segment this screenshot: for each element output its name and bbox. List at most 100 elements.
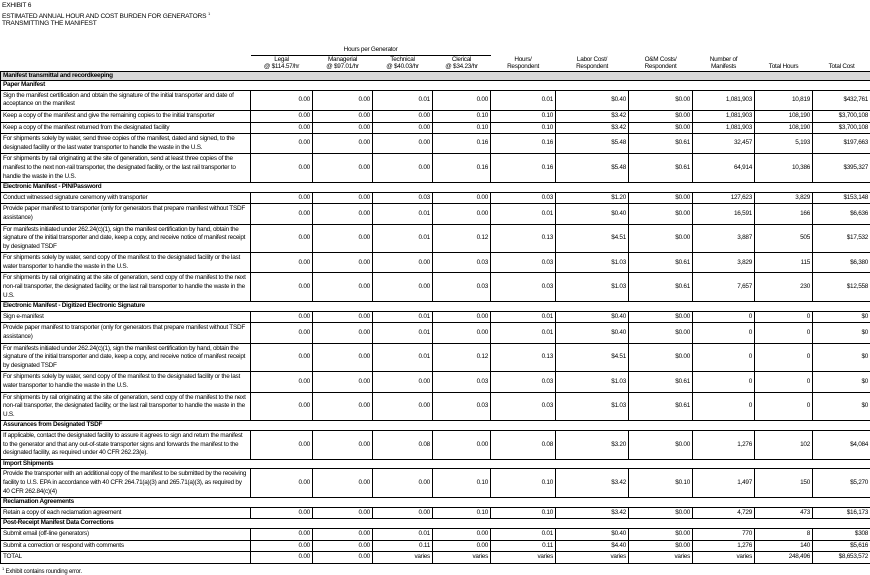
cell-value: 0.00 [250,342,313,373]
cell-value: 166 [754,203,814,225]
cell-value: varies [555,551,630,564]
cell-value: 0.00 [312,310,373,324]
cell-value: 473 [754,506,814,520]
cell-value: 0.00 [312,506,373,520]
cell-value: 248,496 [754,551,814,564]
cell-value: $0.00 [628,342,694,373]
cell-value: 0.00 [312,109,373,123]
cell-value: 0.00 [312,539,373,553]
activity-description: For shipments by rail originating at the… [0,272,251,303]
cell-value: 140 [754,539,814,553]
column-header: Labor Cost/Respondent [556,55,629,71]
cell-value: $0 [812,310,870,324]
cell-value: 0.00 [250,310,313,324]
cell-value: $1.20 [555,191,630,205]
cell-value: 0.00 [431,322,492,344]
cell-value: 150 [754,468,814,499]
section-label: Manifest transmittal and recordkeeping [0,70,870,82]
column-header: Legal @ $114.57/hr [251,55,313,71]
table-row: Sign e-manifest 0.00 0.00 0.01 0.00 0.01 $0.40… [0,310,870,324]
group-header-row: Hours per Generator [1,46,870,56]
section-label: Assurances from Designated TSDF [0,420,870,431]
activity-description: TOTAL [0,551,251,564]
section-label: Post-Receipt Manifest Data Corrections [0,518,870,529]
subsection-header-row: Post-Receipt Manifest Data Corrections [0,518,870,529]
cell-value: 0.00 [312,203,373,225]
table-row: Keep a copy of the manifest and give the… [0,109,870,123]
cell-value: 16,591 [692,203,756,225]
cell-value: $0 [812,342,870,373]
table-row: For manifests initiated under 262.24(c)(… [0,342,870,373]
cell-value: 0.00 [250,551,313,564]
cell-value: $0.00 [628,322,694,344]
column-header-line2: @ $114.57/hr [263,63,300,71]
activity-description: Provide paper manifest to transporter (o… [0,322,251,344]
column-header-line1: Number of [709,55,738,63]
column-header-line1: Technical [390,55,415,63]
cell-value: 0.00 [372,371,433,393]
cell-value: 0.00 [250,371,313,393]
column-header-line1 [757,56,811,64]
cell-value: $3.42 [555,506,630,520]
section-label: Import Shipments [0,458,870,470]
cell-value: 1,276 [692,539,756,553]
column-header-line1: Legal [274,55,289,63]
cell-value: $0.00 [628,121,694,135]
activity-description: For shipments solely by water, send thre… [0,133,251,155]
activity-description: Provide the transporter with an addition… [0,468,251,499]
cell-value: 0.00 [250,539,313,553]
cell-value: 0.13 [490,342,557,373]
table-row: For shipments by rail originating at the… [0,391,870,422]
cell-value: 0.00 [250,506,313,520]
column-header: Hours/Respondent [491,55,556,71]
cell-value: 0.00 [250,223,313,254]
cell-value: 0.00 [372,252,433,274]
cell-value: 0.03 [490,371,557,393]
cell-value: 10,386 [754,153,814,184]
cell-value: $3,700,108 [812,121,870,135]
footnote-text: Exhibit contains rounding error. [5,569,83,575]
cell-value: 0.00 [312,153,373,184]
cell-value: $1.03 [555,371,630,393]
column-header-line1: Clerical [451,55,472,63]
cell-value: 0.00 [431,203,492,225]
subsection-header-row: Reclamation Agreements [0,497,870,508]
cell-value: 10,819 [754,89,814,111]
cell-value: 0.00 [312,252,373,274]
cell-value: 0.03 [490,252,557,274]
cell-value: 0.00 [372,153,433,184]
cell-value: 0.00 [312,223,373,254]
cell-value: $16,173 [812,506,870,520]
cell-value: 0.01 [372,342,433,373]
cell-value: 0.10 [431,121,492,135]
cell-value: 0.10 [431,468,492,499]
cell-value: $0.40 [555,527,630,541]
activity-description: Retain a copy of each reclamation agreem… [0,506,251,520]
column-header-line2: Respondent [644,63,677,71]
cell-value: 3,887 [692,223,756,254]
table-row: Submit a correction or respond with comm… [0,539,870,553]
exhibit-title: ESTIMATED ANNUAL HOUR AND COST BURDEN FO… [2,11,210,20]
cell-value: $0.10 [628,468,694,499]
cell-value: 0 [754,391,814,422]
cell-value: 505 [754,223,814,254]
cell-value: 0.00 [372,391,433,422]
table-row: For shipments solely by water, send thre… [0,133,870,155]
section-label: Electronic Manifest - PIN/Password [0,182,870,193]
cell-value: $3.42 [555,468,630,499]
cell-value: 0.00 [312,468,373,499]
cell-value: varies [431,551,492,564]
cell-value: 0.00 [250,203,313,225]
cell-value: 0.00 [312,89,373,111]
cell-value: 0.03 [431,391,492,422]
cell-value: varies [372,551,433,564]
exhibit-label: EXHIBIT 6 [2,2,32,9]
cell-value: $3.20 [555,429,630,460]
cell-value: 0.00 [250,468,313,499]
cell-value: $432,761 [812,89,870,111]
cell-value: 0.10 [490,468,557,499]
cell-value: 0.01 [490,322,557,344]
cell-value: 108,190 [754,121,814,135]
cell-value: 0.00 [250,322,313,344]
cell-value: 0.03 [431,272,492,303]
